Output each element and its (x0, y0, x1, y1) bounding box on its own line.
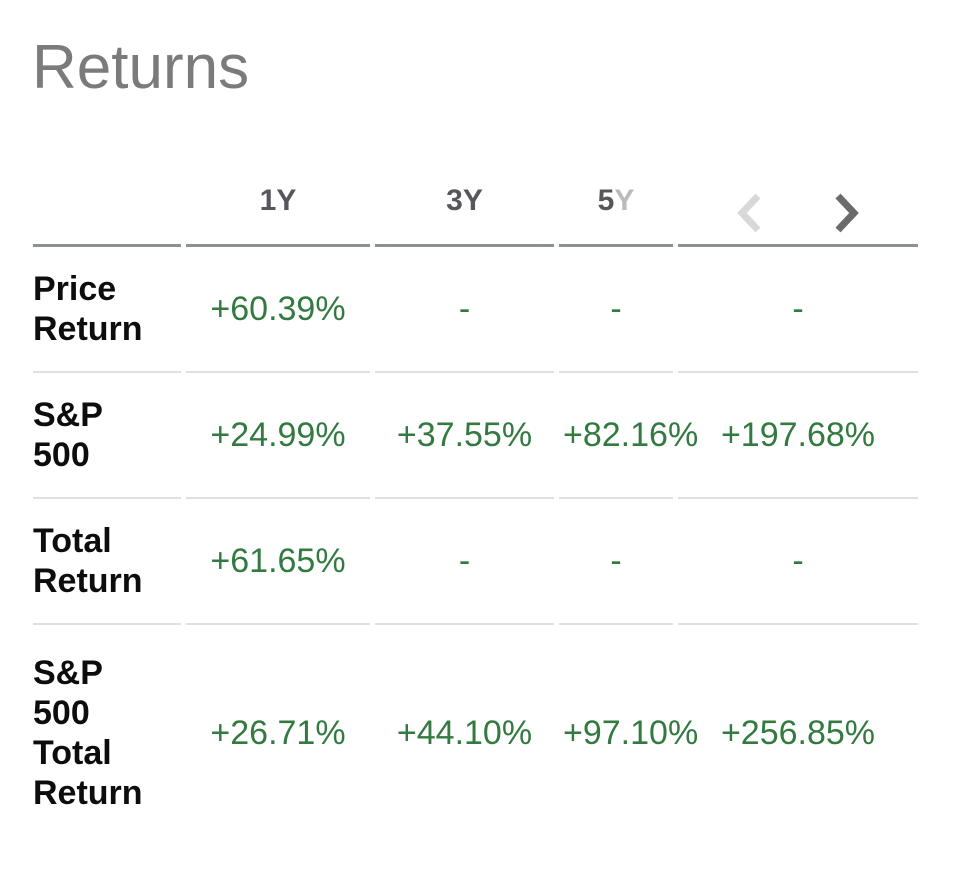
column-header-5y-label-faded: Y (614, 184, 635, 217)
table-row-sp500: S&P 500 +24.99% +37.55% +82.16% +197.68% (33, 373, 918, 499)
column-header-5y: 5Y (559, 184, 673, 247)
header-spacer (33, 184, 181, 247)
column-header-1y-label: 1Y (259, 184, 297, 217)
value-cell: +97.10% (563, 713, 699, 752)
returns-table: 1Y 3Y 5Y (28, 184, 923, 841)
chevron-right-icon (830, 192, 860, 234)
table-row-sp500-total-return: S&P 500 Total Return +26.71% +44.10% +97… (33, 625, 918, 841)
value-cell: - (678, 247, 918, 373)
column-header-5y-label: 5 (597, 184, 615, 217)
value-cell: +44.10% (396, 713, 533, 752)
header-row: 1Y 3Y 5Y (33, 184, 918, 247)
row-label-total-return: Total Return (33, 499, 181, 625)
column-header-1y: 1Y (186, 184, 370, 247)
value-cell: +24.99% (186, 373, 370, 499)
row-label-sp500-total-return: S&P 500 Total Return (33, 654, 143, 812)
value-cell: +197.68% (678, 373, 918, 499)
value-cell: +37.55% (375, 373, 554, 499)
value-cell: +256.85% (720, 713, 876, 752)
value-cell: - (559, 499, 673, 625)
value-cell: +60.39% (186, 247, 370, 373)
prev-period-button[interactable] (736, 192, 766, 234)
column-header-nav (678, 184, 918, 247)
value-cell: +61.65% (186, 499, 370, 625)
value-cell: +26.71% (210, 713, 346, 752)
column-header-3y: 3Y (375, 184, 554, 247)
value-cell: - (375, 247, 554, 373)
section-title: Returns (32, 33, 250, 102)
chevron-left-icon (736, 192, 766, 234)
table-row-price-return: Price Return +60.39% - - - (33, 247, 918, 373)
value-cell: - (375, 499, 554, 625)
row-label-price-return: Price Return (33, 247, 181, 373)
table-row-total-return: Total Return +61.65% - - - (33, 499, 918, 625)
column-header-3y-label: 3Y (446, 184, 483, 217)
value-cell: +82.16% (559, 373, 698, 499)
value-cell: - (678, 499, 918, 625)
period-nav (678, 192, 918, 234)
row-label-sp500: S&P 500 (33, 373, 181, 499)
value-cell: - (559, 247, 673, 373)
next-period-button[interactable] (830, 192, 860, 234)
